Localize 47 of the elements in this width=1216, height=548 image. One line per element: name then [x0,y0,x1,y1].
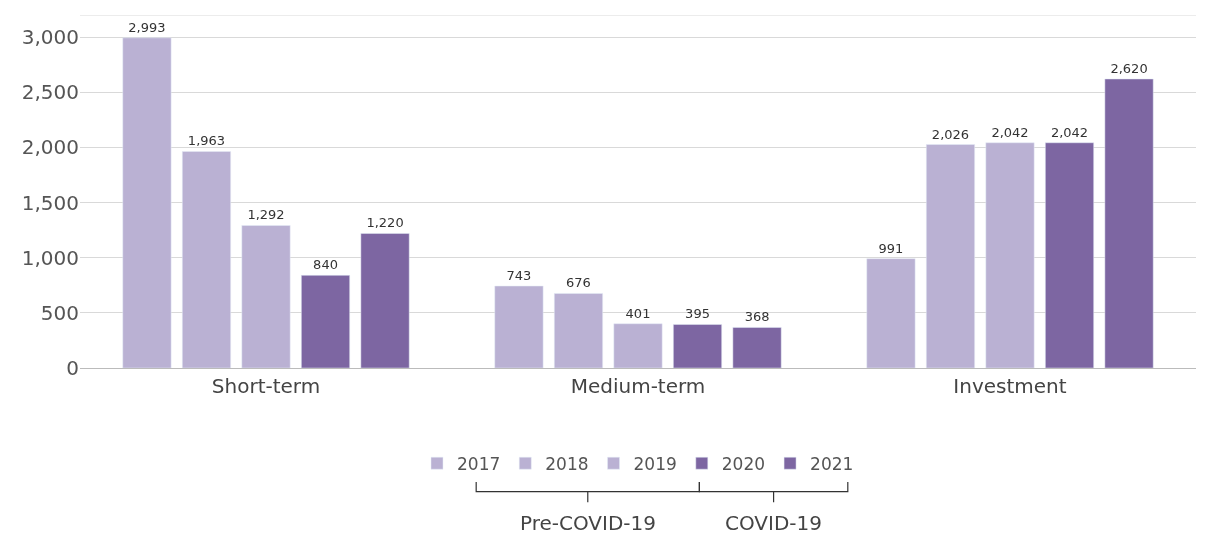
y-tick-label: 3,000 [21,25,79,50]
legend-label: 2020 [721,453,766,474]
legend-label: 2021 [810,453,854,474]
data-label: 2,620 [1110,60,1148,76]
bar [301,275,350,368]
bar [1104,78,1154,368]
y-tick-label: 2,000 [21,135,79,160]
x-tick-label: Medium-term [570,374,706,398]
data-label: 401 [625,305,651,321]
data-label: 991 [878,240,904,256]
bar [554,293,603,368]
data-label: 840 [313,257,338,273]
legend-label: 2018 [545,453,589,474]
y-tick-label: 0 [66,356,79,380]
x-tick-label: Short-term [211,374,321,398]
bar [926,144,975,368]
bar [1045,142,1094,368]
data-label: 1,292 [247,207,285,223]
data-label: 2,042 [1050,124,1089,140]
y-tick-label: 500 [40,300,79,325]
bar [122,37,172,368]
text: Pre-COVID-19 [520,511,657,535]
bar [866,258,916,368]
data-label: 368 [744,309,770,325]
y-tick-label: 1,500 [21,190,79,215]
bar [182,151,231,368]
bar [241,225,291,368]
data-label: 1,220 [366,215,404,231]
bar [360,233,410,368]
bar [673,324,722,368]
bar [732,327,782,368]
data-label: 676 [566,275,591,291]
x-tick-label: Investment [953,374,1067,398]
data-label: 395 [685,306,710,322]
data-label: 2,993 [128,19,166,35]
bar [985,142,1035,368]
legend-label: 2017 [457,453,501,474]
y-tick-label: 2,500 [21,80,79,105]
data-label: 1,963 [187,133,226,149]
text: COVID-19 [725,511,823,535]
y-tick-label: 1,000 [21,245,79,270]
data-label: 2,026 [931,126,970,142]
data-label: 743 [506,268,532,284]
bar [613,323,663,368]
bar [494,285,544,368]
data-label: 2,042 [991,124,1029,140]
legend-label: 2019 [633,453,677,474]
